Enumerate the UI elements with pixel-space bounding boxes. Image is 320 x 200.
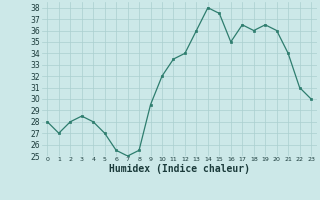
X-axis label: Humidex (Indice chaleur): Humidex (Indice chaleur) [109,164,250,174]
